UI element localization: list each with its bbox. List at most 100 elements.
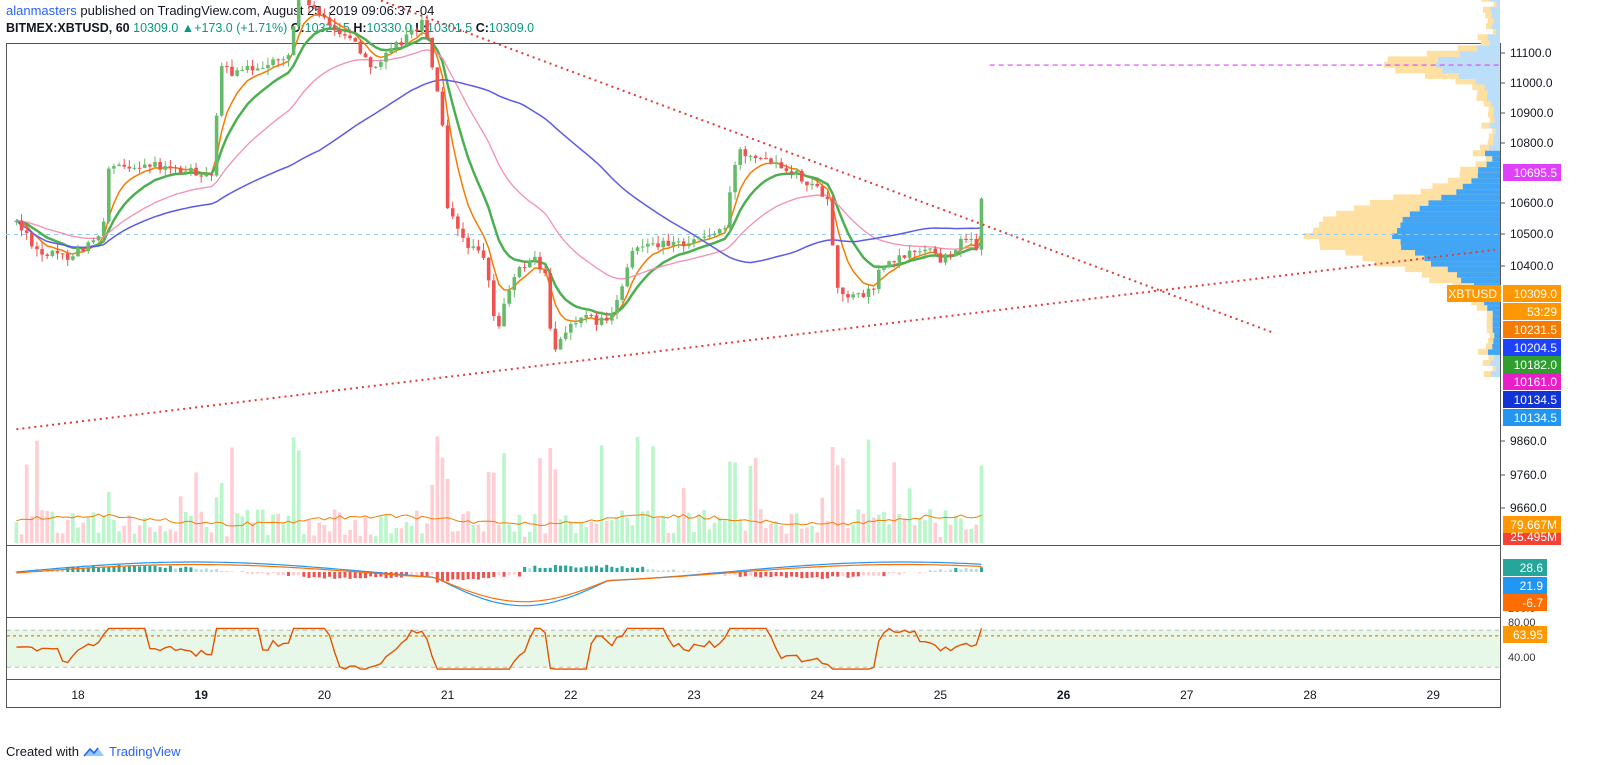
macd-histogram-bar [523, 566, 527, 572]
volume-bar [240, 516, 245, 543]
volume-bar [574, 533, 578, 543]
candle-body [651, 243, 655, 245]
candle-body [661, 240, 665, 248]
candle-body [112, 166, 116, 169]
macd-histogram-bar [307, 572, 311, 578]
macd-histogram-bar [949, 569, 953, 572]
candle-body [800, 170, 804, 182]
macd-histogram-bar [594, 565, 598, 572]
macd-histogram-bar [374, 572, 378, 578]
volume-bar [445, 478, 450, 543]
time-axis[interactable]: 18 19 20 21 22 23 24 25 26 27 28 29 [71, 688, 1440, 702]
volume-bar [148, 527, 152, 543]
volume-bar [45, 510, 49, 543]
volume-bar [902, 518, 907, 543]
macd-histogram-bar [800, 572, 804, 579]
candle-body [322, 14, 327, 18]
macd-histogram-bar [666, 570, 670, 572]
candle-body [153, 162, 157, 167]
moving-average-4 [15, 78, 982, 264]
macd-histogram-bar [369, 572, 373, 577]
time-axis-label: 18 [71, 688, 85, 702]
volume-profile-bar [1493, 139, 1500, 146]
horizontal-lines [6, 64, 1500, 235]
candle-body [635, 247, 640, 251]
candle-body [810, 183, 814, 186]
macd-histogram-bar [497, 572, 501, 576]
macd-histogram-bar [630, 567, 634, 572]
volume-bar [384, 514, 388, 543]
volume-bar [651, 446, 655, 543]
tradingview-link[interactable]: TradingView [108, 744, 181, 759]
candle-body [71, 256, 75, 260]
candle-body [758, 158, 763, 160]
candle-body [743, 149, 748, 157]
trendlines[interactable] [16, 0, 1495, 431]
volume-profile-bar [1492, 326, 1500, 333]
volume-profile-bar [1493, 354, 1500, 361]
candle-body [912, 250, 917, 252]
volume-profile-bar [1492, 23, 1500, 30]
macd-histogram-bar [50, 570, 54, 572]
volume-bar [399, 528, 404, 543]
macd-histogram-bar [251, 572, 255, 575]
volume-bar [620, 510, 624, 543]
candle-body [728, 192, 732, 229]
volume-profile-bar [1493, 17, 1500, 24]
volume-bar [112, 519, 116, 543]
volume-bar [389, 533, 393, 543]
macd-histogram-bar [769, 572, 773, 578]
macd-label-hist: 28.6 [1520, 561, 1544, 575]
time-axis-label: 28 [1303, 688, 1317, 702]
candle-body [286, 55, 291, 60]
macd-histogram-bar [425, 572, 429, 577]
candle-body [163, 166, 168, 170]
macd-histogram-bar [779, 572, 783, 577]
volume-bar [563, 515, 568, 543]
candle-body [887, 261, 891, 267]
volume-bar [435, 436, 440, 543]
volume-bar [717, 517, 722, 543]
volume-bar [497, 524, 501, 543]
volume-profile-bar [1487, 89, 1500, 96]
candle-body [856, 293, 861, 295]
macd-histogram-bar [918, 572, 922, 574]
macd-histogram-bar [333, 572, 337, 579]
volume-profile-bar [1478, 166, 1500, 173]
candle-body [656, 243, 660, 248]
volume-bar [461, 514, 465, 543]
volume-bar [548, 448, 553, 543]
volume-profile-bar [1487, 34, 1500, 41]
volume-bar [635, 436, 640, 543]
macd-histogram-bar [933, 570, 937, 572]
up-arrow-icon: ▲ [181, 21, 195, 35]
volume-profile-bar [1415, 249, 1500, 256]
macd-histogram-bar [564, 565, 568, 572]
price-label-ma3-bg [1503, 373, 1561, 390]
macd-histogram-bar [204, 568, 208, 572]
volume-bar [512, 531, 517, 543]
author-link[interactable]: alanmasters [6, 3, 77, 18]
candle-body [779, 162, 784, 169]
volume-bar [640, 511, 645, 543]
candle-body [209, 174, 214, 176]
price-axis[interactable]: 11100.0 11000.0 10900.0 10800.0 10600.0 10500… [1500, 46, 1554, 515]
volume-bar [420, 533, 424, 543]
macd-histogram-bar [440, 572, 444, 582]
candle-body [723, 228, 727, 230]
volume-bar [938, 536, 943, 543]
volume-bar [343, 534, 347, 543]
low-value: 10301.5 [427, 21, 473, 35]
volume-bar [897, 513, 902, 543]
volume-bar [117, 531, 121, 543]
candle-body [117, 164, 121, 167]
volume-profile-bar [1424, 255, 1500, 262]
volume-profile-bar [1456, 188, 1500, 195]
volume-profile-bar [1487, 304, 1500, 311]
candle-body [132, 167, 137, 169]
volume-profile-bar [1492, 315, 1500, 322]
volume-bar [338, 512, 342, 543]
candle-body [440, 91, 445, 126]
macd-histogram-bar [158, 567, 162, 572]
